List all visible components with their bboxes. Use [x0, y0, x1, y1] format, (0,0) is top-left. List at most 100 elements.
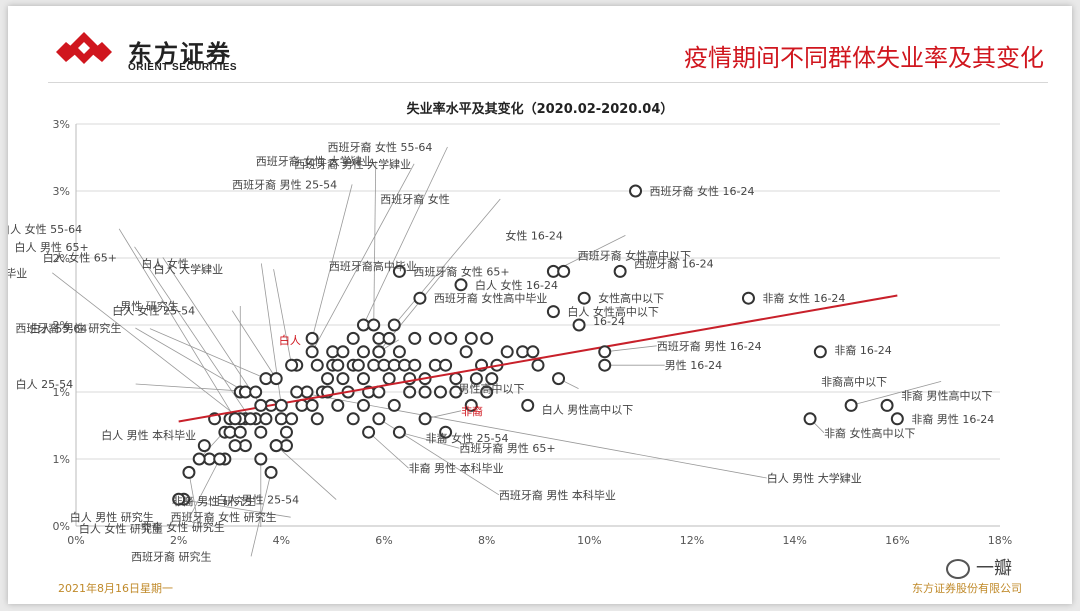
cluster-point: [346, 412, 360, 426]
cluster-point: [331, 398, 345, 412]
data-point: [844, 398, 858, 412]
chart-gridlines: [76, 123, 1000, 527]
data-point: [305, 345, 319, 359]
chart-points: [172, 184, 904, 506]
point-label: 白人 女性: [141, 256, 189, 270]
cluster-point: [310, 412, 324, 426]
data-point: [439, 425, 453, 439]
data-point: [172, 492, 186, 506]
point-label: 西班牙裔高中毕业: [329, 259, 417, 273]
data-point: [254, 452, 268, 466]
cluster-point: [336, 372, 350, 386]
point-label: 西班牙裔 女性: [380, 192, 450, 206]
point-label: 男性 研究生: [120, 299, 178, 313]
cluster-point: [310, 358, 324, 372]
leader-line: [135, 327, 246, 393]
cluster-point: [392, 345, 406, 359]
data-point: [362, 425, 376, 439]
point-label: 西班牙裔 女性 16-24: [650, 184, 755, 198]
point-label: 非裔 男性高中以下: [901, 388, 993, 402]
point-label: 白人 25-54: [16, 377, 73, 391]
point-label: 白人 女性 16-24: [475, 278, 558, 292]
company-logo: 东方证券 ORIENT SECURITIES: [54, 30, 284, 74]
logo-english-text: ORIENT SECURITIES: [128, 62, 238, 73]
data-point: [182, 465, 196, 479]
cluster-point: [321, 372, 335, 386]
chart-cluster-points: [197, 331, 545, 466]
point-label: 女性高中以下: [598, 291, 664, 305]
data-point: [254, 398, 268, 412]
point-label: 非裔高中以下: [821, 374, 887, 388]
leader-line: [393, 198, 501, 326]
data-point: [392, 425, 406, 439]
point-label: 西班牙裔 男性 本科毕业: [499, 488, 616, 502]
leader-line: [363, 146, 448, 326]
y-tick-label: 3%: [53, 185, 70, 198]
cluster-point: [387, 398, 401, 412]
point-label: 非裔 女性 25-54: [426, 431, 509, 445]
point-label: 非裔 男性 研究生: [172, 494, 256, 508]
point-label: 白人 男性 25-54: [216, 493, 299, 507]
data-point: [269, 372, 283, 386]
data-point: [285, 358, 299, 372]
point-label: 白人 女性 55-64: [8, 222, 82, 236]
point-label: 白人 男性 大学肄业: [767, 471, 862, 485]
data-point: [228, 412, 242, 426]
point-label: 西班牙裔 男性 16-24: [657, 339, 762, 353]
title-divider: [48, 82, 1048, 83]
leader-line: [851, 381, 942, 406]
point-label: 非裔 男性 本科毕业: [409, 461, 504, 475]
leader-line: [373, 160, 377, 326]
point-label: 西班牙裔 研究生: [131, 549, 212, 563]
data-point: [418, 412, 432, 426]
point-label: 白人 女性 65+: [43, 250, 117, 264]
data-point: [454, 278, 468, 292]
leader-line: [52, 272, 241, 420]
cluster-point: [346, 331, 360, 345]
cluster-point: [464, 398, 478, 412]
cluster-point: [459, 345, 473, 359]
point-label: 西班牙裔 16-24: [634, 256, 713, 270]
data-point: [598, 358, 612, 372]
leader-line: [178, 498, 291, 518]
point-label: 西班牙裔 女性 55-64: [327, 140, 432, 154]
y-tick-label: 0%: [53, 520, 70, 533]
footer-company: 东方证券股份有限公司: [912, 582, 1022, 595]
data-point: [372, 412, 386, 426]
point-label: 非裔: [461, 404, 483, 418]
point-label: 白人 女性 研究生: [79, 521, 163, 535]
data-point: [557, 264, 571, 278]
point-label: 白人 男性高中以下: [542, 402, 634, 416]
cluster-point: [480, 331, 494, 345]
cluster-point: [526, 345, 540, 359]
data-point: [264, 465, 278, 479]
cluster-point: [331, 358, 345, 372]
point-label: 16-24: [593, 315, 625, 328]
cluster-point: [464, 331, 478, 345]
data-point: [629, 184, 643, 198]
point-label: 白人 女性高中以下: [567, 305, 659, 319]
leader-line: [162, 257, 262, 406]
point-label: 非裔 男性 16-24: [911, 412, 994, 426]
point-label: 非裔 女性高中以下: [824, 426, 916, 440]
data-point: [392, 264, 406, 278]
point-label: 白人 大学肄业: [154, 262, 224, 276]
data-point: [387, 318, 401, 332]
leader-line: [311, 163, 415, 352]
x-tick-label: 6%: [375, 534, 392, 547]
point-label: 白人 男性 研究生: [70, 510, 154, 524]
x-tick-label: 0%: [67, 534, 84, 547]
point-label: 非裔 女性 研究生: [141, 520, 225, 534]
cluster-point: [356, 345, 370, 359]
point-label: 白人 女性 本科毕业: [8, 266, 27, 280]
data-point: [290, 385, 304, 399]
leader-line: [399, 431, 460, 449]
cluster-point: [254, 425, 268, 439]
data-point: [372, 345, 386, 359]
point-label: 白人 55-64: [30, 322, 87, 336]
data-point: [880, 398, 894, 412]
y-tick-label: 1%: [53, 386, 70, 399]
cluster-point: [285, 412, 299, 426]
leader-line: [231, 310, 277, 379]
